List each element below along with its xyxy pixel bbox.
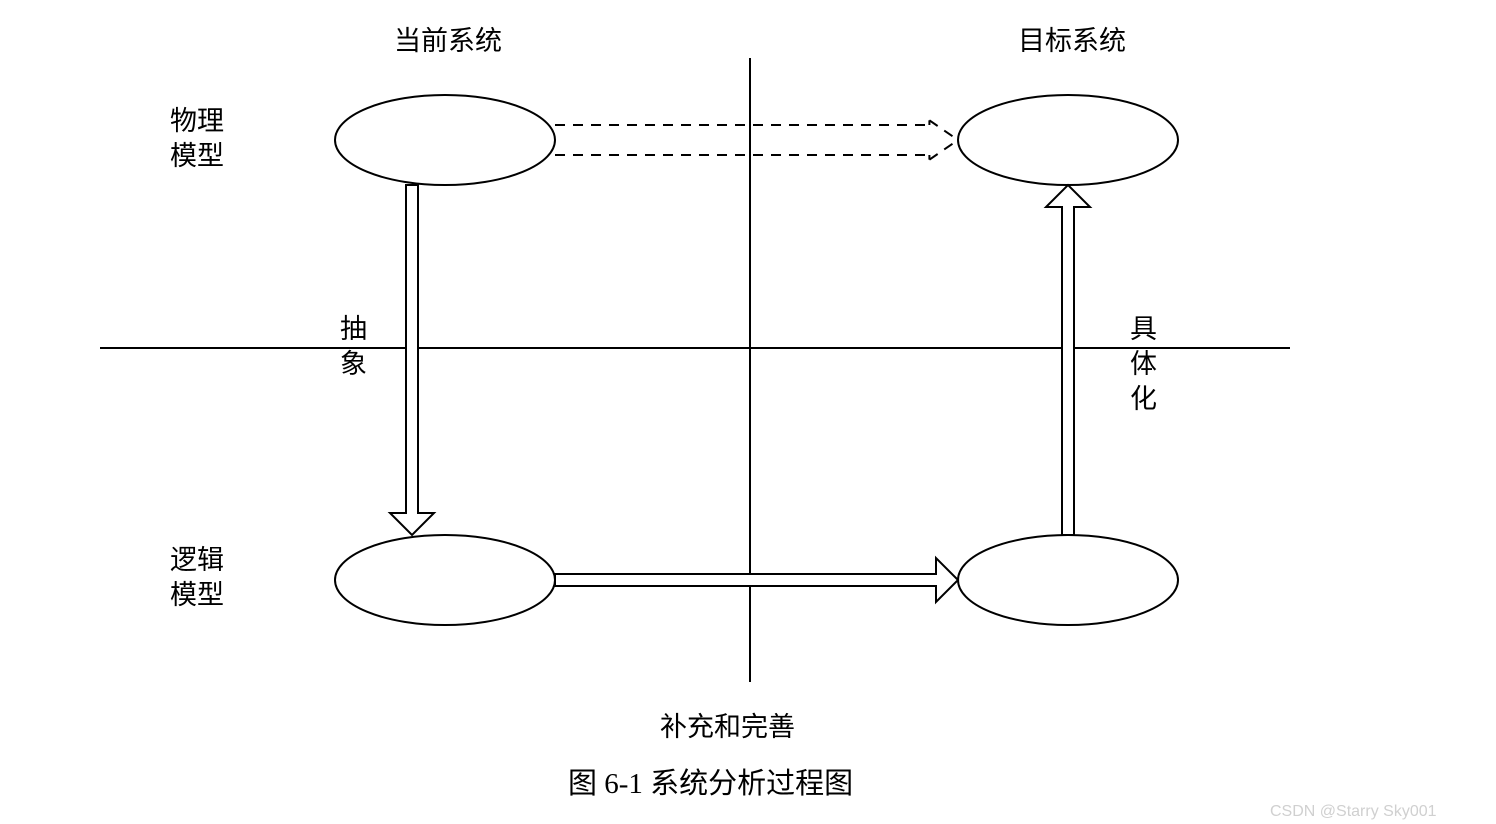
arrow-supplement-right xyxy=(555,558,958,602)
arrow-abstract-down xyxy=(390,185,434,535)
row-header-logical: 逻辑 模型 xyxy=(170,543,224,613)
diagram-svg xyxy=(0,0,1496,824)
arrow-concretize-up xyxy=(1046,185,1090,535)
column-header-current: 当前系统 xyxy=(394,24,502,59)
row-header-physical: 物理 模型 xyxy=(170,104,224,174)
arrow-label-concretize: 具 体 化 xyxy=(1130,312,1157,417)
figure-caption: 图 6-1 系统分析过程图 xyxy=(568,766,853,804)
node-current-logical xyxy=(335,535,555,625)
system-analysis-diagram: 当前系统 目标系统 物理 模型 逻辑 模型 抽 象 具 体 化 补充和完善 图 … xyxy=(0,0,1496,824)
column-header-target: 目标系统 xyxy=(1018,24,1126,59)
arrow-label-supplement: 补充和完善 xyxy=(660,710,795,745)
node-target-logical xyxy=(958,535,1178,625)
arrow-dashed-right xyxy=(555,120,958,159)
watermark-text: CSDN @Starry Sky001 xyxy=(1270,803,1437,821)
node-target-physical xyxy=(958,95,1178,185)
node-current-physical xyxy=(335,95,555,185)
arrow-label-abstract: 抽 象 xyxy=(340,312,367,382)
